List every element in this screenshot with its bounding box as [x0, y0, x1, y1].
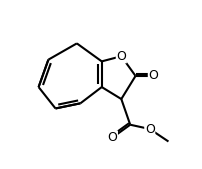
Text: O: O — [107, 131, 117, 144]
Text: O: O — [145, 123, 155, 136]
Text: O: O — [116, 50, 126, 63]
Text: O: O — [148, 69, 158, 82]
